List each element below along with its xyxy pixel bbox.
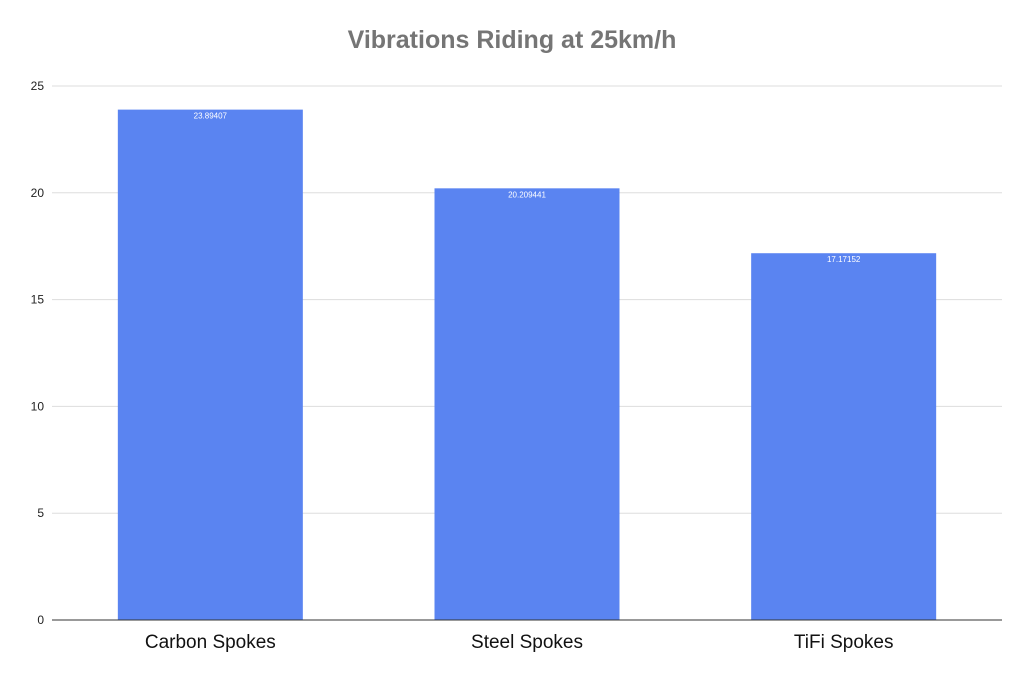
data-labels: 23.89407 20.209441 17.17152 xyxy=(194,112,861,265)
bars xyxy=(117,109,937,620)
y-tick-label: 15 xyxy=(31,293,45,307)
bar xyxy=(751,253,937,620)
y-tick-label: 0 xyxy=(37,613,44,627)
y-tick-label: 20 xyxy=(31,186,45,200)
x-axis-ticks: Carbon Spokes Steel Spokes TiFi Spokes xyxy=(145,632,894,653)
y-axis-ticks: 0 5 10 15 20 25 xyxy=(31,79,45,627)
bar xyxy=(434,188,620,620)
x-tick-label: TiFi Spokes xyxy=(794,632,894,653)
data-label: 23.89407 xyxy=(194,112,228,121)
y-tick-label: 25 xyxy=(31,79,45,93)
chart-title: Vibrations Riding at 25km/h xyxy=(347,26,677,54)
data-label: 20.209441 xyxy=(508,190,546,199)
bar xyxy=(117,109,303,620)
x-tick-label: Steel Spokes xyxy=(471,632,583,653)
y-tick-label: 5 xyxy=(37,506,44,520)
x-tick-label: Carbon Spokes xyxy=(145,632,276,653)
y-tick-label: 10 xyxy=(31,399,45,413)
data-label: 17.17152 xyxy=(827,255,861,264)
